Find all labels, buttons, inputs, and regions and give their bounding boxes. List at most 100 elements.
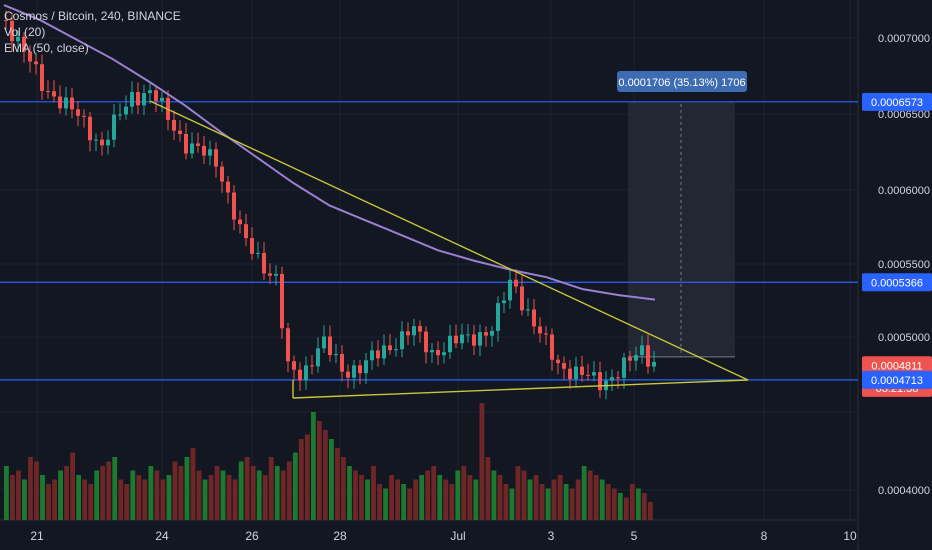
volume-bar: [551, 479, 557, 520]
candle-body: [202, 145, 206, 156]
candle-body: [526, 309, 530, 311]
volume-bar: [449, 484, 455, 520]
volume-bar: [256, 470, 262, 520]
volume-bar: [184, 457, 190, 520]
volume-bar: [389, 475, 394, 520]
candle-body: [364, 360, 368, 374]
candle-body: [346, 371, 350, 378]
candle-body: [376, 350, 380, 359]
volume-bar: [58, 470, 63, 520]
price-tag-bg: [862, 92, 932, 111]
candle-body: [136, 92, 140, 106]
candle-body: [70, 97, 74, 110]
candle-body: [76, 109, 80, 116]
volume-bar: [419, 475, 425, 520]
x-tick-label: 10: [843, 529, 857, 543]
ema-indicator-label[interactable]: EMA (50, close): [4, 41, 89, 55]
candle-body: [628, 357, 632, 361]
candle-body: [652, 361, 656, 367]
candle-body: [82, 115, 86, 117]
x-tick-label: 28: [333, 529, 347, 543]
candle-body: [58, 96, 62, 109]
candle-body: [532, 309, 536, 327]
volume-bar: [533, 475, 539, 520]
volume-bar: [623, 497, 629, 520]
volume-bar: [341, 457, 346, 520]
candle-body: [262, 252, 266, 274]
volume-bar: [262, 475, 268, 520]
candle-body: [460, 334, 464, 344]
volume-bar: [509, 488, 515, 520]
volume-bar: [202, 479, 208, 520]
volume-bar: [196, 470, 202, 520]
candle-body: [298, 369, 302, 381]
volume-bar: [310, 412, 316, 520]
candle-body: [640, 345, 644, 356]
volume-bar: [497, 475, 503, 520]
volume-bar: [94, 470, 100, 520]
candle-body: [484, 332, 488, 336]
candle-body: [388, 345, 392, 351]
candle-body: [568, 368, 572, 380]
candle-body: [592, 372, 596, 376]
candle-body: [292, 361, 296, 370]
candle-body: [226, 181, 230, 193]
candle-body: [10, 20, 14, 42]
candle-body: [586, 374, 590, 376]
candle-body: [16, 36, 20, 42]
volume-bar: [467, 475, 473, 520]
candle-body: [538, 326, 542, 334]
candle-body: [400, 331, 404, 350]
price-tag-bg: [862, 356, 932, 375]
candle-body: [502, 300, 506, 304]
candle-body: [286, 328, 290, 362]
candle-body: [250, 238, 254, 254]
candle-body: [256, 252, 260, 254]
volume-bar: [166, 475, 172, 520]
candle-body: [520, 286, 524, 311]
volume-bar: [545, 488, 551, 520]
candle-body: [190, 143, 194, 154]
volume-indicator-label[interactable]: Vol (20): [4, 25, 46, 39]
candle-body: [418, 326, 422, 332]
volume-bar: [335, 448, 340, 520]
candle-body: [544, 333, 548, 335]
volume-bar: [641, 493, 647, 520]
volume-bar: [377, 484, 382, 520]
volume-bar: [28, 457, 33, 520]
candle-body: [478, 332, 482, 346]
volume-bar: [353, 470, 358, 520]
candle-body: [106, 139, 110, 146]
candle-body: [340, 353, 344, 372]
volume-bar: [100, 466, 106, 520]
volume-bar: [425, 470, 431, 520]
candle-body: [274, 273, 278, 276]
volume-bar: [16, 470, 21, 520]
volume-bar: [160, 479, 166, 520]
candle-body: [178, 130, 182, 134]
x-tick-label: 24: [155, 529, 169, 543]
candle-body: [334, 353, 338, 356]
candle-body: [490, 330, 494, 336]
volume-bar: [569, 488, 575, 520]
volume-bar: [124, 484, 130, 520]
volume-bar: [617, 493, 623, 520]
x-tick-label: 5: [631, 529, 638, 543]
volume-bar: [455, 470, 461, 520]
symbol-title[interactable]: Cosmos / Bitcoin, 240, BINANCE: [4, 9, 181, 23]
candle-body: [496, 303, 500, 331]
candle-body: [112, 114, 116, 140]
volume-bar: [527, 479, 533, 520]
volume-bar: [304, 434, 310, 520]
volume-bar: [316, 421, 322, 520]
price-tag-label: 0.0004713: [871, 375, 923, 387]
candle-body: [232, 192, 236, 220]
candle-body: [424, 331, 428, 353]
volume-bar: [178, 466, 184, 520]
candle-body: [622, 357, 626, 378]
y-tick-label: 0.0007000: [878, 33, 930, 45]
volume-bar: [298, 439, 304, 520]
volume-bar: [647, 502, 653, 520]
candle-body: [184, 133, 188, 154]
